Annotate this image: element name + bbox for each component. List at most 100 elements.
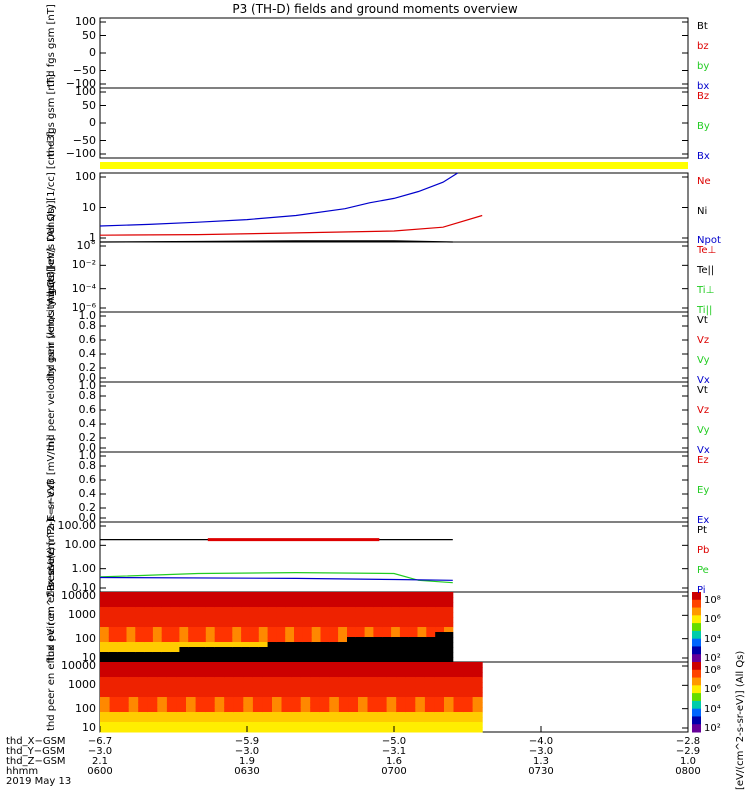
spectro-cell	[329, 727, 340, 733]
spectro-cell	[358, 727, 369, 733]
spectro-cell	[391, 642, 401, 648]
spectro-cell	[243, 707, 254, 713]
spectro-cell	[205, 632, 216, 638]
spectro-cell	[302, 612, 313, 618]
spectro-cell	[415, 707, 426, 713]
spectro-cell	[144, 657, 154, 663]
spectro-cell	[135, 617, 145, 623]
spectro-cell	[197, 612, 207, 618]
spectro-cell	[243, 722, 254, 728]
spectro-cell	[463, 662, 474, 668]
spectro-cell	[319, 727, 330, 733]
spectro-cell	[170, 612, 180, 618]
spectro-cell	[138, 672, 149, 678]
spectro-cell	[319, 717, 330, 723]
spectro-cell	[355, 652, 366, 658]
spectro-cell	[205, 667, 216, 673]
spectro-cell	[355, 647, 366, 653]
spectro-cell	[377, 692, 388, 698]
spectro-cell	[223, 622, 233, 628]
spectro-cell	[396, 722, 407, 728]
spectro-cell	[157, 727, 168, 733]
spectro-cell	[399, 612, 410, 618]
spectro-cell	[188, 627, 198, 633]
legend-peir_v-2: Vy	[697, 355, 710, 366]
spectro-cell	[138, 702, 149, 708]
ytick-label-peir_en-0: 10000	[61, 589, 96, 602]
spectro-cell	[152, 622, 163, 628]
spectro-cell	[126, 602, 136, 608]
spectro-cell	[267, 652, 277, 658]
spectro-cell	[170, 637, 180, 643]
spectro-cell	[382, 622, 392, 628]
spectro-cell	[166, 672, 177, 678]
spectro-cell	[252, 722, 263, 728]
spectro-cell	[405, 677, 416, 683]
spectro-cell	[128, 677, 139, 683]
spectro-cell	[364, 642, 374, 648]
spectro-cell	[166, 707, 177, 713]
spectro-cell	[241, 632, 251, 638]
spectro-cell	[232, 612, 242, 618]
spectro-cell	[214, 647, 224, 653]
spectro-cell	[267, 602, 277, 608]
spectro-cell	[386, 692, 397, 698]
spectro-cell	[386, 727, 397, 733]
spectro-cell	[214, 602, 224, 608]
spectro-cell	[276, 627, 286, 633]
spectro-cell	[157, 707, 168, 713]
spectro-cell	[453, 667, 464, 673]
spectro-cell	[373, 647, 383, 653]
spectro-cell	[119, 697, 130, 703]
spectro-cell	[358, 682, 369, 688]
spectro-cell	[310, 722, 321, 728]
spectro-cell	[408, 642, 418, 648]
spectro-cell	[232, 647, 242, 653]
legend-pressure-2: Pe	[697, 565, 709, 576]
spectro-cell	[100, 597, 110, 603]
spectro-cell	[377, 687, 388, 693]
spectro-cell	[396, 717, 407, 723]
spectro-cell	[285, 657, 295, 663]
spectro-cell	[435, 622, 445, 628]
spectro-cell	[285, 632, 295, 638]
legend-fgs2-0: Bz	[697, 91, 710, 102]
spectro-cell	[176, 672, 187, 678]
spectro-cell	[267, 637, 277, 643]
spectro-cell	[281, 667, 292, 673]
spectro-cell	[347, 622, 357, 628]
spectro-cell	[311, 597, 321, 603]
spectro-cell	[262, 717, 273, 723]
spectro-cell	[415, 697, 426, 703]
spectro-cell	[424, 707, 435, 713]
spectro-cell	[144, 637, 154, 643]
spectro-cell	[233, 662, 244, 668]
spectro-cell	[355, 602, 366, 608]
series-Npot	[99, 172, 459, 227]
spectro-cell	[377, 667, 388, 673]
colorbar-label-upper-0: 10⁸	[704, 595, 721, 606]
spectro-cell	[320, 597, 330, 603]
spectro-cell	[166, 717, 177, 723]
spectro-cell	[135, 607, 145, 613]
spectro-cell	[472, 677, 483, 683]
xaxis-value-2-2: 1.6	[386, 756, 402, 767]
spectro-cell	[100, 602, 110, 608]
spectro-cell	[399, 652, 410, 658]
spectro-cell	[186, 682, 197, 688]
spectro-cell	[408, 637, 418, 643]
ytick-label-peer_en-3: 10	[82, 721, 96, 734]
spectro-cell	[147, 672, 158, 678]
spectro-cell	[329, 692, 340, 698]
spectro-cell	[320, 627, 330, 633]
spectro-cell	[405, 692, 416, 698]
spectro-cell	[364, 622, 374, 628]
spectro-cell	[249, 652, 260, 658]
spectro-cell	[109, 697, 120, 703]
spectro-cell	[320, 632, 330, 638]
spectro-cell	[329, 672, 340, 678]
spectro-cell	[291, 682, 302, 688]
spectro-cell	[108, 647, 119, 653]
spectro-cell	[291, 667, 302, 673]
spectro-cell	[126, 607, 136, 613]
